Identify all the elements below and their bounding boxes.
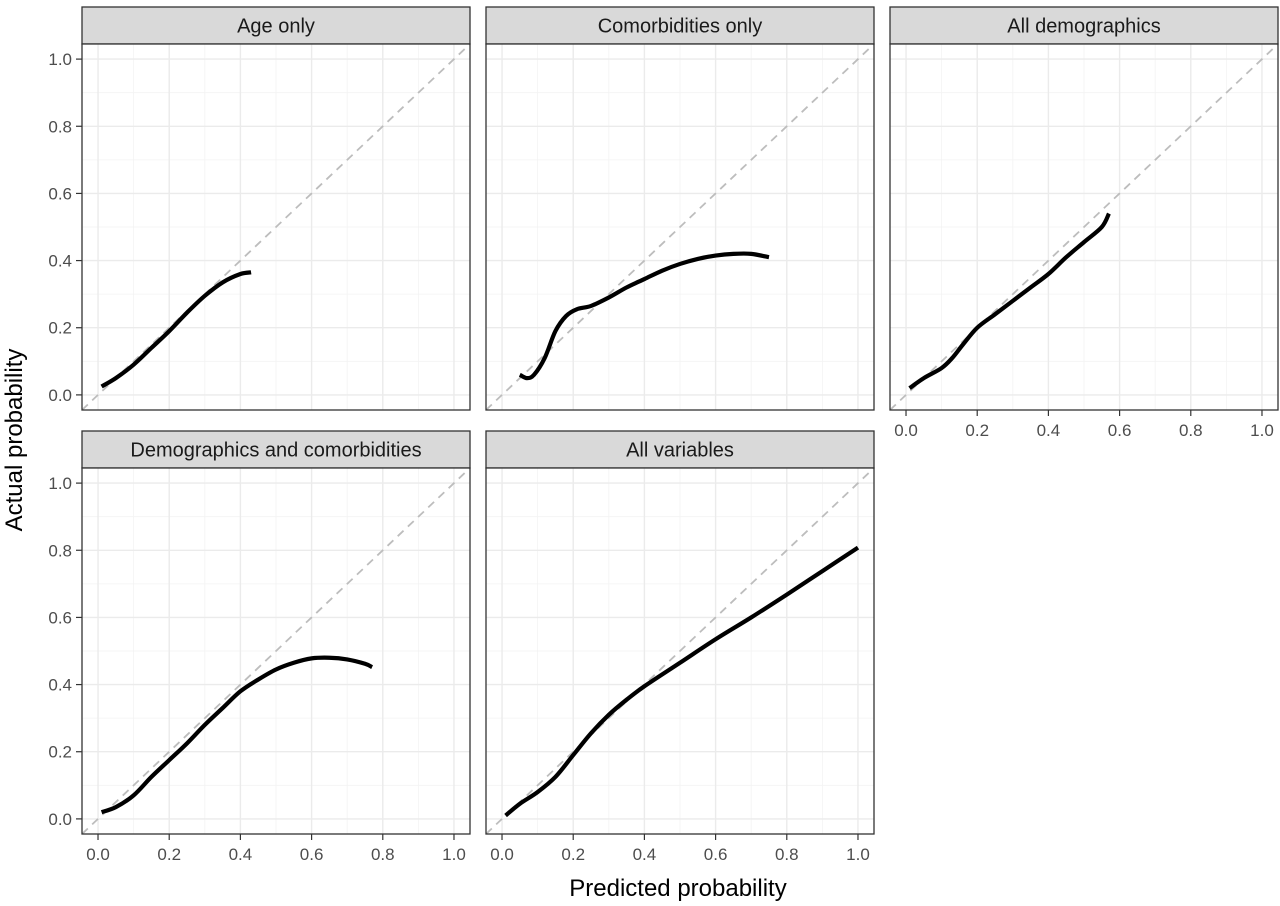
x-tick-label: 1.0 bbox=[1250, 421, 1274, 440]
calibration-curve bbox=[908, 212, 1111, 390]
y-tick-label: 0.2 bbox=[48, 743, 72, 762]
panel-strip bbox=[81, 6, 471, 45]
reference-diagonal-line bbox=[486, 468, 874, 834]
x-tick-label: 0.8 bbox=[775, 845, 799, 864]
x-tick-label: 0.0 bbox=[894, 421, 918, 440]
panel: Comorbidities only bbox=[485, 6, 875, 411]
x-tick-label: 0.6 bbox=[704, 845, 728, 864]
panel-title: Comorbidities only bbox=[598, 16, 763, 38]
calibration-curve bbox=[100, 655, 374, 815]
panel: Demographics and comorbidities bbox=[81, 430, 471, 835]
y-tick-label: 1.0 bbox=[48, 474, 72, 493]
x-tick-label: 0.4 bbox=[1037, 421, 1061, 440]
y-tick-label: 0.0 bbox=[48, 386, 72, 405]
x-tick-label: 0.8 bbox=[1179, 421, 1203, 440]
x-axis-title: Predicted probability bbox=[569, 875, 786, 902]
calibration-curve bbox=[100, 270, 252, 389]
x-tick-label: 0.2 bbox=[561, 845, 585, 864]
panel: All demographics bbox=[889, 6, 1279, 411]
x-tick-label: 1.0 bbox=[442, 845, 466, 864]
x-tick-label: 1.0 bbox=[846, 845, 870, 864]
x-tick-label: 0.6 bbox=[1108, 421, 1132, 440]
panel: All variables bbox=[485, 430, 875, 835]
x-tick-label: 0.8 bbox=[371, 845, 395, 864]
y-tick-label: 0.8 bbox=[48, 117, 72, 136]
panel-strip bbox=[485, 430, 875, 469]
x-tick-label: 0.0 bbox=[490, 845, 514, 864]
y-tick-label: 0.4 bbox=[48, 252, 72, 271]
panel-strip bbox=[81, 430, 471, 469]
calibration-curve bbox=[504, 545, 860, 818]
y-tick-label: 0.8 bbox=[48, 541, 72, 560]
axes: 0.0 0.2 0.4 0.6 0.8 1.0 0.0 0.2 0.4 0.6 0.8 1.0 0.0 0… bbox=[48, 50, 1273, 864]
y-axis-title: Actual probability bbox=[1, 349, 28, 532]
x-tick-label: 0.6 bbox=[300, 845, 324, 864]
panel-title: Age only bbox=[237, 16, 315, 38]
panel-strip bbox=[889, 6, 1279, 45]
x-tick-label: 0.2 bbox=[157, 845, 181, 864]
panel-border bbox=[81, 43, 471, 411]
y-tick-label: 0.2 bbox=[48, 319, 72, 338]
y-tick-label: 0.6 bbox=[48, 184, 72, 203]
panel: Age only bbox=[81, 6, 471, 411]
panel-title: All variables bbox=[626, 440, 734, 462]
panel-border bbox=[485, 467, 875, 835]
reference-diagonal-line bbox=[82, 468, 470, 834]
panel-border bbox=[889, 43, 1279, 411]
reference-diagonal-line bbox=[890, 44, 1278, 410]
y-tick-label: 1.0 bbox=[48, 50, 72, 69]
x-tick-label: 0.0 bbox=[86, 845, 110, 864]
x-tick-label: 0.4 bbox=[633, 845, 657, 864]
panel-border bbox=[81, 467, 471, 835]
reference-diagonal-line bbox=[82, 44, 470, 410]
y-tick-label: 0.6 bbox=[48, 608, 72, 627]
panel-title: Demographics and comorbidities bbox=[130, 440, 421, 462]
y-tick-label: 0.0 bbox=[48, 810, 72, 829]
panel-border bbox=[485, 43, 875, 411]
calibration-curve bbox=[518, 251, 770, 381]
reference-diagonal-line bbox=[486, 44, 874, 410]
panels: Age only Comorbidities only All demographi… bbox=[81, 6, 1279, 835]
x-tick-label: 0.4 bbox=[229, 845, 253, 864]
panel-title: All demographics bbox=[1007, 16, 1160, 38]
x-tick-label: 0.2 bbox=[965, 421, 989, 440]
y-tick-label: 0.4 bbox=[48, 676, 72, 695]
